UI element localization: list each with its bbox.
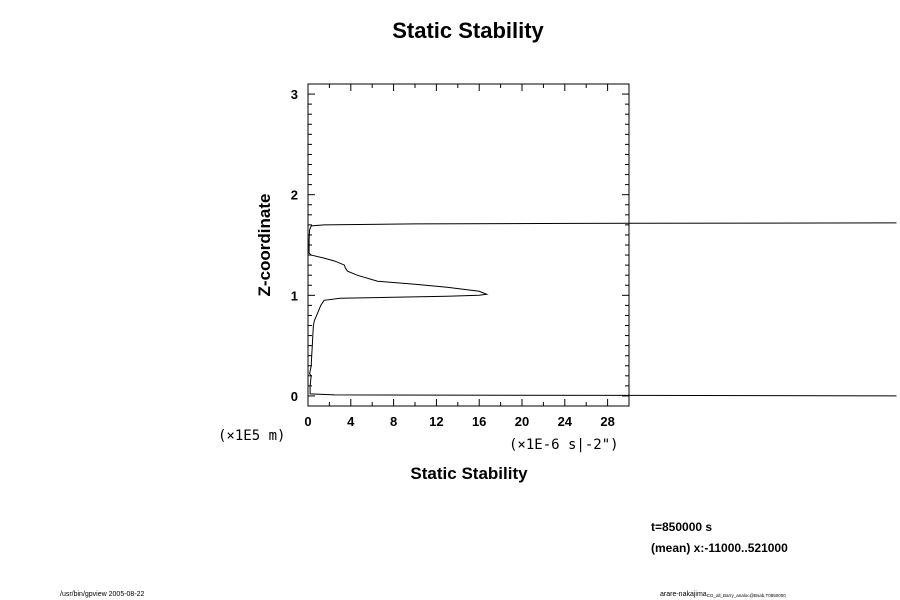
x-unit-label: (×1E-6 s|-2") (509, 437, 619, 453)
x-tick-label: 12 (429, 414, 443, 429)
x-tick-label: 16 (472, 414, 486, 429)
footer-author-sub: CO_all_Barry_analoc@Bsab,T0850000 (707, 593, 787, 598)
y-tick-label: 0 (291, 389, 298, 404)
y-axis-label: Z-coordinate (255, 194, 274, 297)
x-tick-label: 24 (558, 414, 573, 429)
y-tick-label: 3 (291, 87, 298, 102)
x-tick-label: 20 (515, 414, 529, 429)
series-line (308, 222, 897, 397)
footer-author: arare-nakajimaCO_all_Barry_analoc@Bsab,T… (660, 591, 786, 598)
plot-clip (308, 222, 897, 397)
y-tick-label: 2 (291, 188, 298, 203)
chart-title: Static Stability (392, 18, 544, 43)
x-tick-label: 0 (304, 414, 311, 429)
footer-author-main: arare-nakajima (660, 591, 707, 598)
plot-frame (307, 83, 630, 407)
time-info: t=850000 s (651, 520, 712, 534)
footer-program: /usr/bin/gpview 2005-08-22 (60, 591, 145, 598)
mean-range-info: (mean) x:-11000..521000 (651, 541, 788, 555)
x-tick-label: 4 (347, 414, 355, 429)
y-unit-label: (×1E5 m) (218, 428, 285, 444)
x-axis-label: Static Stability (410, 464, 528, 483)
y-tick-label: 1 (291, 288, 298, 303)
x-tick-label: 28 (600, 414, 614, 429)
x-tick-label: 8 (390, 414, 397, 429)
axis-ticks (307, 84, 630, 406)
